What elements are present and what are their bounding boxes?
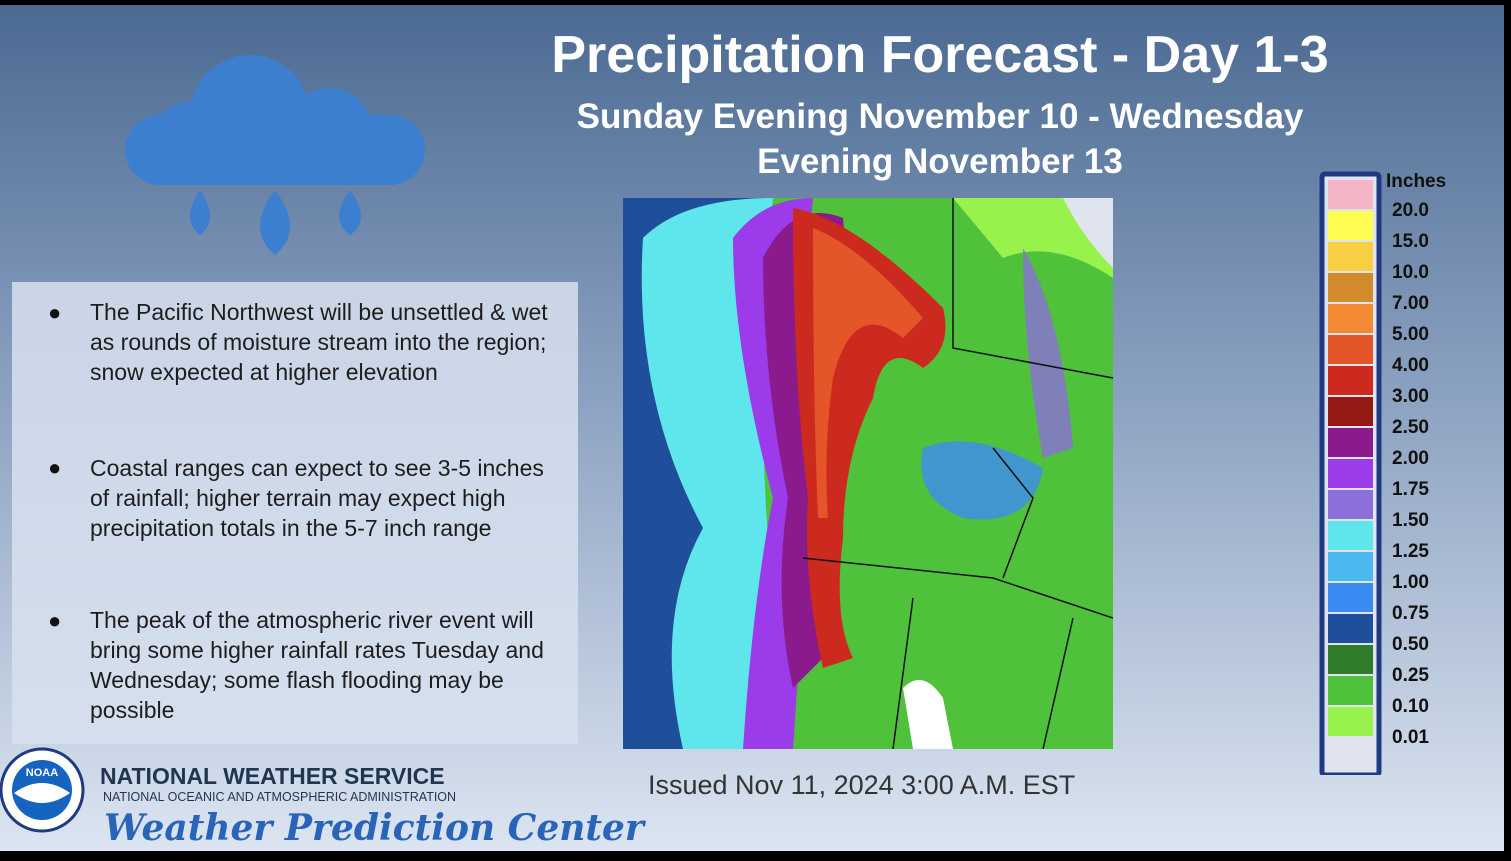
legend-label: 0.01 bbox=[1392, 727, 1429, 748]
text-box bbox=[12, 282, 578, 744]
noaa-logo: NOAA bbox=[0, 747, 85, 833]
bullet-dot: ● bbox=[48, 608, 62, 633]
legend-label: 3.00 bbox=[1392, 386, 1429, 407]
center-name: Weather Prediction Center bbox=[104, 807, 644, 849]
legend-swatch bbox=[1328, 645, 1373, 674]
legend-label: 4.00 bbox=[1392, 355, 1429, 376]
agency: NATIONAL WEATHER SERVICE bbox=[100, 763, 445, 789]
subtitle: Evening November 13 bbox=[757, 142, 1123, 181]
legend-swatch bbox=[1328, 490, 1373, 519]
legend-swatch bbox=[1328, 366, 1373, 395]
legend-swatch bbox=[1328, 707, 1373, 736]
legend-swatch bbox=[1328, 242, 1373, 271]
legend-title: Inches bbox=[1386, 171, 1446, 192]
legend-label: 0.75 bbox=[1392, 603, 1429, 624]
legend-label: 0.25 bbox=[1392, 665, 1429, 686]
legend-label: 2.00 bbox=[1392, 448, 1429, 469]
logo-text: NOAA bbox=[26, 767, 58, 779]
legend-swatch bbox=[1328, 211, 1373, 240]
legend-swatch bbox=[1328, 552, 1373, 581]
legend-swatch bbox=[1328, 180, 1373, 209]
legend-label: 7.00 bbox=[1392, 293, 1429, 314]
legend-label: 2.50 bbox=[1392, 417, 1429, 438]
bullet-dot: ● bbox=[48, 300, 62, 325]
rain-icon bbox=[125, 55, 425, 255]
legend: Inches 20.0 15.0 10.0 7.00 5.00 4.00 3.00 2.50 2… bbox=[1319, 171, 1446, 775]
legend-swatch bbox=[1328, 304, 1373, 333]
legend-swatch bbox=[1328, 397, 1373, 426]
legend-label: 1.50 bbox=[1392, 510, 1429, 531]
legend-label: 20.0 bbox=[1392, 200, 1429, 221]
title: Precipitation Forecast - Day 1-3 bbox=[551, 26, 1329, 84]
bullet: Coastal ranges can expect to see 3-5 inc… bbox=[90, 455, 544, 541]
bullet-dot: ● bbox=[48, 455, 62, 480]
legend-swatch bbox=[1328, 583, 1373, 612]
parent-agency: NATIONAL OCEANIC AND ATMOSPHERIC ADMINIS… bbox=[103, 790, 457, 804]
legend-label: 10.0 bbox=[1392, 262, 1429, 283]
legend-label: 1.25 bbox=[1392, 541, 1429, 562]
legend-swatch bbox=[1328, 273, 1373, 302]
bullet: The peak of the atmospheric river event … bbox=[90, 607, 544, 723]
precip-map bbox=[623, 198, 1113, 749]
slide: Precipitation Forecast - Day 1-3 Sunday … bbox=[0, 5, 1504, 851]
legend-swatch bbox=[1328, 676, 1373, 705]
bullet: The Pacific Northwest will be unsettled … bbox=[90, 299, 548, 385]
subtitle: Sunday Evening November 10 - Wednesday bbox=[576, 97, 1304, 136]
legend-label: 0.10 bbox=[1392, 696, 1429, 717]
legend-label: 15.0 bbox=[1392, 231, 1429, 252]
legend-swatch bbox=[1328, 521, 1373, 550]
issued-time: Issued Nov 11, 2024 3:00 A.M. EST bbox=[648, 770, 1076, 800]
legend-swatch bbox=[1328, 428, 1373, 457]
legend-label: 5.00 bbox=[1392, 324, 1429, 345]
legend-swatch bbox=[1328, 738, 1373, 767]
legend-label: 1.00 bbox=[1392, 572, 1429, 593]
legend-label: 0.50 bbox=[1392, 634, 1429, 655]
legend-swatch bbox=[1328, 614, 1373, 643]
legend-swatch bbox=[1328, 335, 1373, 364]
legend-label: 1.75 bbox=[1392, 479, 1429, 500]
legend-swatch bbox=[1328, 459, 1373, 488]
